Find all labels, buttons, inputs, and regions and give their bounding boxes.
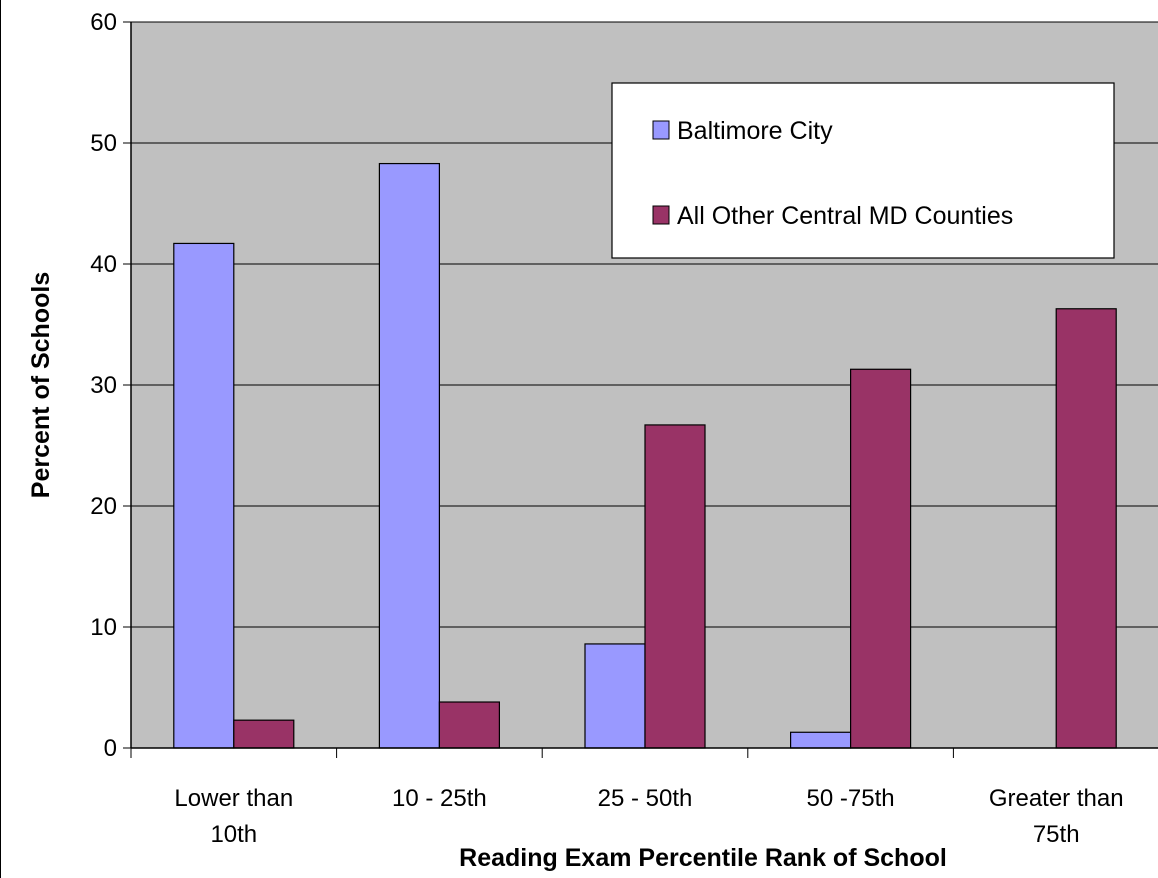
x-axis-title: Reading Exam Percentile Rank of School [459,844,947,872]
bar-s0-c2 [584,643,646,749]
x-tick-label-4-1: 75th [1033,821,1080,848]
y-tick-label-30: 30 [90,372,117,399]
x-tick-label-1-0: 10 - 25th [392,785,487,812]
legend: Baltimore City All Other Central MD Coun… [611,82,1115,259]
bar-s0-c0 [173,242,235,749]
bar-s1-c4 [1055,308,1117,749]
bars [173,162,1117,749]
y-tick-label-0: 0 [104,735,117,762]
bar-s1-c0 [233,719,295,749]
x-tick-label-0-1: 10th [210,821,257,848]
x-tick-label-0-0: Lower than [174,785,293,812]
legend-swatch-baltimore-city [652,120,670,140]
y-axis-title: Percent of Schools [27,272,55,498]
legend-swatch-other-counties [652,205,670,225]
legend-label-baltimore-city: Baltimore City [677,117,833,145]
tick-labels: 0 10 20 30 40 50 60 Lower than 10th 10 - 25th 25 -… [90,9,1123,848]
y-tick-label-50: 50 [90,130,117,157]
legend-label-other-counties: All Other Central MD Counties [677,202,1013,230]
x-tick-label-2-0: 25 - 50th [598,785,693,812]
axes [123,21,1158,758]
legend-box [611,82,1115,259]
bar-s1-c2 [644,424,706,749]
y-tick-label-20: 20 [90,493,117,520]
x-tick-label-4-0: Greater than [989,785,1124,812]
bar-s1-c1 [438,701,500,749]
bar-s0-c1 [378,162,440,749]
x-tick-label-3-0: 50 -75th [807,785,895,812]
bar-s0-c3 [789,731,852,749]
y-tick-label-40: 40 [90,251,117,278]
y-tick-label-60: 60 [90,9,117,36]
y-tick-label-10: 10 [90,614,117,641]
bar-s1-c3 [849,368,912,749]
